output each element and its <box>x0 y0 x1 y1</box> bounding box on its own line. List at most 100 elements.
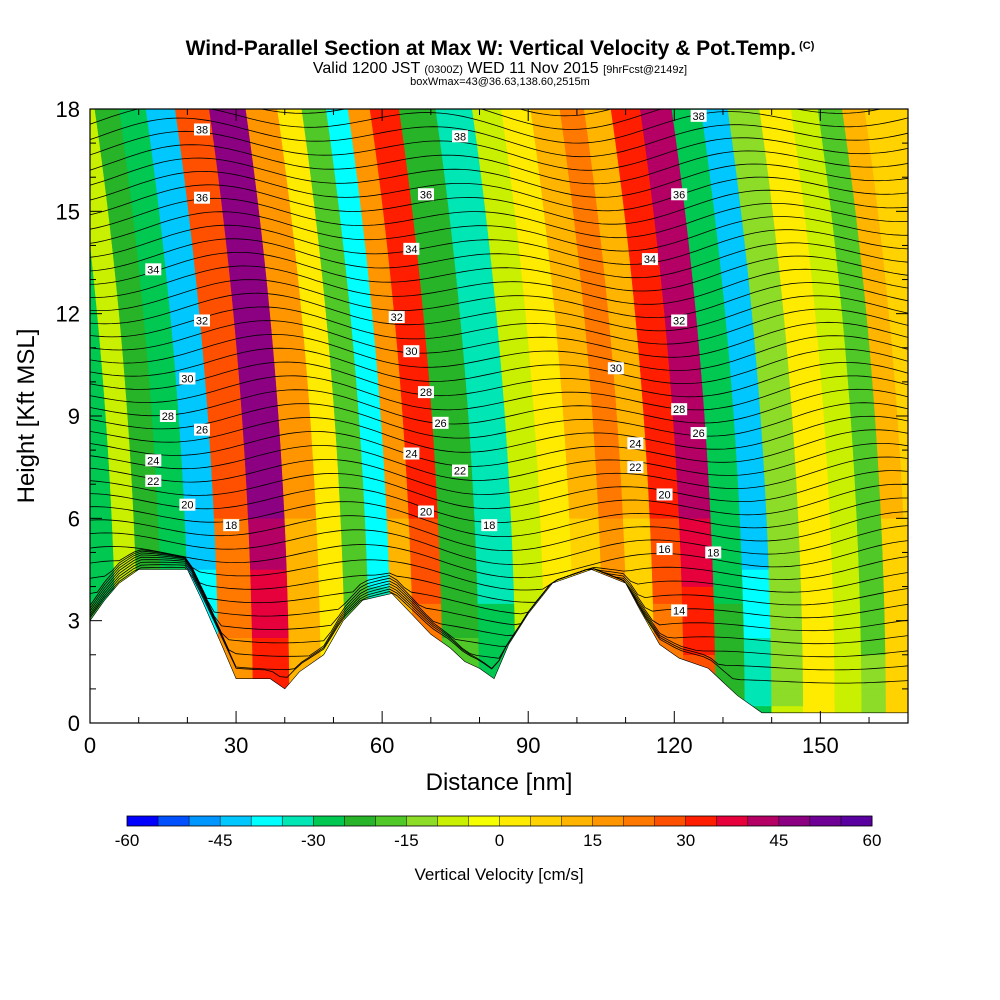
velocity-cell <box>557 347 590 366</box>
velocity-cell <box>769 603 803 621</box>
velocity-cell <box>306 142 334 161</box>
velocity-cell <box>848 159 874 178</box>
velocity-cell <box>90 483 112 502</box>
velocity-cell <box>734 159 769 178</box>
velocity-cell <box>797 501 831 519</box>
velocity-cell <box>423 313 462 331</box>
velocity-cell <box>736 176 772 195</box>
velocity-cell <box>789 381 824 400</box>
velocity-cell <box>468 415 507 434</box>
y-tick-label: 15 <box>56 199 80 224</box>
velocity-cell <box>437 501 475 519</box>
velocity-cell <box>462 347 502 366</box>
velocity-cell <box>833 637 862 656</box>
colorbar-tick-label: -45 <box>208 831 233 850</box>
velocity-cell <box>829 518 858 536</box>
velocity-cell <box>646 159 682 178</box>
velocity-cell <box>826 449 855 468</box>
velocity-cell <box>880 518 905 536</box>
velocity-cell <box>851 432 878 451</box>
colorbar-swatch <box>344 816 376 826</box>
velocity-cell <box>338 483 365 502</box>
theta-contour-label: 30 <box>610 363 622 375</box>
velocity-cell <box>159 211 191 229</box>
velocity-cell <box>796 483 830 502</box>
velocity-cell <box>703 398 735 417</box>
velocity-cell <box>464 364 503 383</box>
velocity-cell <box>563 415 595 434</box>
theta-label-bg <box>403 242 420 255</box>
velocity-cell <box>547 245 580 263</box>
colorbar-tick-label: 15 <box>583 831 602 850</box>
theta-contour-line <box>90 556 908 636</box>
theta-contour-line <box>90 109 883 130</box>
velocity-cell <box>277 109 305 127</box>
theta-contour-label: 20 <box>420 507 432 519</box>
velocity-cell <box>828 483 857 502</box>
velocity-cell <box>418 262 457 280</box>
velocity-cell <box>721 279 751 297</box>
velocity-cell <box>716 228 746 246</box>
velocity-cell <box>675 449 709 468</box>
velocity-cell <box>739 518 768 536</box>
velocity-cell <box>797 159 828 178</box>
theta-contour-label: 28 <box>420 387 432 399</box>
velocity-cell <box>635 313 667 331</box>
velocity-cell <box>761 125 797 144</box>
velocity-cell <box>692 279 725 297</box>
colorbar-swatch <box>437 816 469 826</box>
velocity-cell <box>800 176 830 195</box>
velocity-cell <box>384 483 409 502</box>
velocity-cell <box>806 228 836 246</box>
velocity-cell <box>592 415 619 434</box>
theta-label-bg <box>690 109 707 122</box>
colorbar-swatch <box>127 816 159 826</box>
velocity-cell <box>849 398 876 417</box>
theta-label-bg <box>145 454 162 467</box>
velocity-cell <box>264 262 299 280</box>
theta-contour-line <box>90 333 908 371</box>
velocity-cell <box>132 501 159 519</box>
colorbar-swatch <box>592 816 625 826</box>
velocity-cell <box>676 142 709 161</box>
velocity-cell <box>503 398 535 417</box>
velocity-cell <box>682 194 715 212</box>
velocity-cell <box>763 466 797 485</box>
velocity-cell <box>473 501 512 519</box>
velocity-cell <box>738 194 774 212</box>
velocity-cell <box>90 432 109 451</box>
velocity-cell <box>111 245 139 263</box>
velocity-cell <box>610 109 643 127</box>
theta-contour-label: 34 <box>405 244 417 256</box>
velocity-cell <box>622 194 654 212</box>
velocity-cell <box>231 296 271 314</box>
velocity-cell <box>755 347 789 366</box>
velocity-cell <box>771 688 804 707</box>
x-tick-label: 0 <box>84 733 96 758</box>
theta-contour-line <box>90 252 908 292</box>
theta-contour-labels: 38 38 38 36 36 36 34 34 34 32 32 32 30 30 30 28 28 28 26 26… <box>145 109 722 617</box>
velocity-cell <box>109 483 134 502</box>
velocity-cell <box>288 637 321 656</box>
velocity-cell <box>312 449 339 468</box>
velocity-cell <box>213 142 254 161</box>
x-tick-label: 30 <box>224 733 248 758</box>
velocity-cell <box>771 671 804 690</box>
velocity-cell <box>214 535 250 553</box>
theta-contour-line <box>90 347 908 384</box>
velocity-cell <box>861 671 887 690</box>
y-tick-label: 3 <box>68 609 80 634</box>
velocity-cell <box>769 586 802 604</box>
velocity-cell <box>348 296 373 314</box>
velocity-cell <box>590 159 621 178</box>
velocity-cell <box>200 330 238 349</box>
theta-label-bg <box>417 386 434 399</box>
velocity-cell <box>821 381 850 400</box>
theta-label-bg <box>671 604 688 617</box>
velocity-cell <box>824 432 854 451</box>
velocity-cell <box>651 569 683 587</box>
theta-contour-line <box>90 564 908 671</box>
velocity-cell <box>124 381 152 400</box>
colorbar-swatch <box>499 816 532 826</box>
velocity-cell <box>867 330 892 349</box>
